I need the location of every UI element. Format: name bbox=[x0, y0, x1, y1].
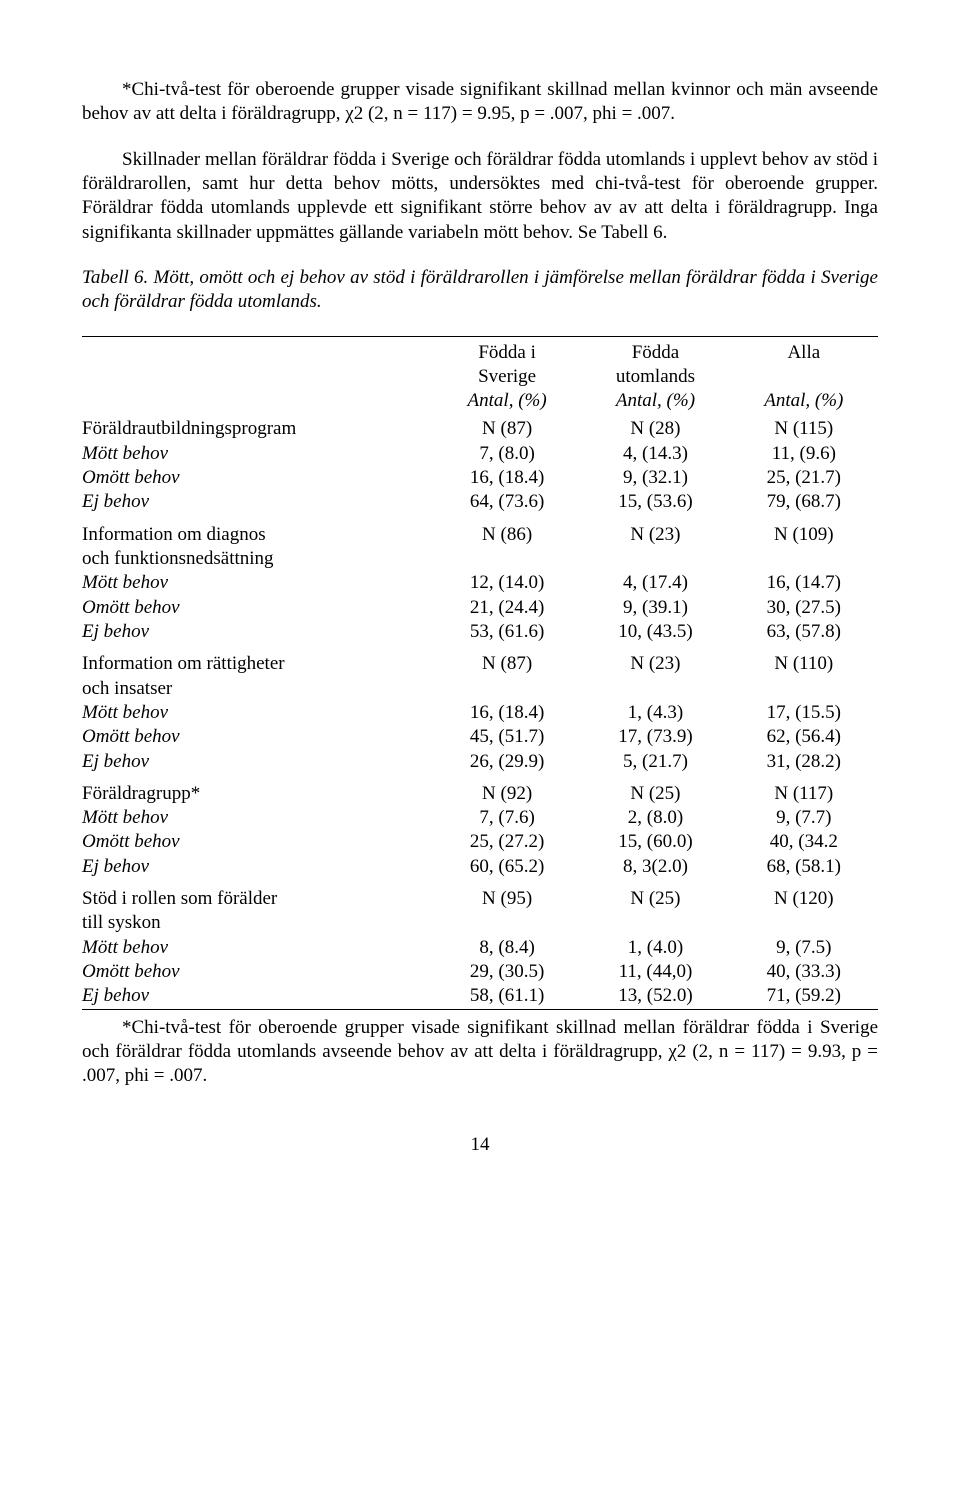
paragraph-skillnader: Skillnader mellan föräldrar födda i Sver… bbox=[82, 148, 878, 245]
cell: 12, (14.0) bbox=[433, 571, 581, 595]
row-label: Mött behov bbox=[82, 936, 433, 960]
section-n-1: N (86) bbox=[433, 515, 581, 572]
cell: 17, (15.5) bbox=[730, 701, 878, 725]
row-label: Ej behov bbox=[82, 855, 433, 879]
cell: 31, (28.2) bbox=[730, 750, 878, 774]
cell: 17, (73.9) bbox=[581, 725, 729, 749]
cell: 40, (33.3) bbox=[730, 960, 878, 984]
section-n-3: N (115) bbox=[730, 417, 878, 441]
col-header-utomlands: Föddautomlands bbox=[581, 336, 729, 389]
cell: 2, (8.0) bbox=[581, 806, 729, 830]
col-sub-2: Antal, (%) bbox=[581, 389, 729, 417]
row-label: Omött behov bbox=[82, 725, 433, 749]
section-n-1: N (87) bbox=[433, 644, 581, 701]
cell: 8, 3(2.0) bbox=[581, 855, 729, 879]
section-n-2: N (23) bbox=[581, 515, 729, 572]
cell: 79, (68.7) bbox=[730, 490, 878, 514]
section-n-3: N (110) bbox=[730, 644, 878, 701]
cell: 15, (60.0) bbox=[581, 830, 729, 854]
cell: 21, (24.4) bbox=[433, 596, 581, 620]
cell: 7, (7.6) bbox=[433, 806, 581, 830]
section-n-1: N (92) bbox=[433, 774, 581, 806]
section-n-2: N (23) bbox=[581, 644, 729, 701]
section-n-3: N (109) bbox=[730, 515, 878, 572]
cell: 58, (61.1) bbox=[433, 984, 581, 1009]
cell: 45, (51.7) bbox=[433, 725, 581, 749]
cell: 25, (21.7) bbox=[730, 466, 878, 490]
cell: 9, (32.1) bbox=[581, 466, 729, 490]
col-sub-1: Antal, (%) bbox=[433, 389, 581, 417]
cell: 29, (30.5) bbox=[433, 960, 581, 984]
cell: 1, (4.3) bbox=[581, 701, 729, 725]
section-n-3: N (117) bbox=[730, 774, 878, 806]
row-label: Omött behov bbox=[82, 830, 433, 854]
cell: 11, (44,0) bbox=[581, 960, 729, 984]
row-label: Ej behov bbox=[82, 490, 433, 514]
row-label: Mött behov bbox=[82, 701, 433, 725]
cell: 9, (39.1) bbox=[581, 596, 729, 620]
cell: 16, (18.4) bbox=[433, 701, 581, 725]
cell: 4, (14.3) bbox=[581, 442, 729, 466]
section-n-1: N (95) bbox=[433, 879, 581, 936]
cell: 64, (73.6) bbox=[433, 490, 581, 514]
section-n-2: N (25) bbox=[581, 774, 729, 806]
cell: 60, (65.2) bbox=[433, 855, 581, 879]
cell: 71, (59.2) bbox=[730, 984, 878, 1009]
cell: 13, (52.0) bbox=[581, 984, 729, 1009]
section-n-1: N (87) bbox=[433, 417, 581, 441]
table-caption: Tabell 6. Mött, omött och ej behov av st… bbox=[82, 266, 878, 315]
cell: 40, (34.2 bbox=[730, 830, 878, 854]
cell: 53, (61.6) bbox=[433, 620, 581, 644]
row-label: Omött behov bbox=[82, 466, 433, 490]
section-n-3: N (120) bbox=[730, 879, 878, 936]
cell: 62, (56.4) bbox=[730, 725, 878, 749]
col-sub-3: Antal, (%) bbox=[730, 389, 878, 417]
row-label: Mött behov bbox=[82, 571, 433, 595]
row-label: Omött behov bbox=[82, 960, 433, 984]
cell: 11, (9.6) bbox=[730, 442, 878, 466]
cell: 4, (17.4) bbox=[581, 571, 729, 595]
cell: 30, (27.5) bbox=[730, 596, 878, 620]
row-label: Ej behov bbox=[82, 984, 433, 1009]
table-footnote: *Chi-två-test för oberoende grupper visa… bbox=[82, 1016, 878, 1089]
cell: 15, (53.6) bbox=[581, 490, 729, 514]
section-title: Information om rättigheteroch insatser bbox=[82, 644, 433, 701]
cell: 8, (8.4) bbox=[433, 936, 581, 960]
cell: 16, (18.4) bbox=[433, 466, 581, 490]
col-header-sverige: Födda iSverige bbox=[433, 336, 581, 389]
cell: 9, (7.7) bbox=[730, 806, 878, 830]
cell: 63, (57.8) bbox=[730, 620, 878, 644]
table-6: Födda iSverigeFöddautomlandsAllaAntal, (… bbox=[82, 336, 878, 1010]
cell: 68, (58.1) bbox=[730, 855, 878, 879]
cell: 9, (7.5) bbox=[730, 936, 878, 960]
cell: 7, (8.0) bbox=[433, 442, 581, 466]
row-label: Ej behov bbox=[82, 750, 433, 774]
section-title: Stöd i rollen som föräldertill syskon bbox=[82, 879, 433, 936]
page-number: 14 bbox=[82, 1133, 878, 1157]
section-title: Föräldragrupp* bbox=[82, 774, 433, 806]
paragraph-chi-note: *Chi-två-test för oberoende grupper visa… bbox=[82, 78, 878, 127]
section-title: Information om diagnosoch funktionsnedsä… bbox=[82, 515, 433, 572]
section-n-2: N (25) bbox=[581, 879, 729, 936]
cell: 10, (43.5) bbox=[581, 620, 729, 644]
cell: 16, (14.7) bbox=[730, 571, 878, 595]
cell: 5, (21.7) bbox=[581, 750, 729, 774]
cell: 25, (27.2) bbox=[433, 830, 581, 854]
row-label: Mött behov bbox=[82, 806, 433, 830]
row-label: Omött behov bbox=[82, 596, 433, 620]
row-label: Ej behov bbox=[82, 620, 433, 644]
col-header-alla: Alla bbox=[730, 336, 878, 389]
row-label: Mött behov bbox=[82, 442, 433, 466]
section-title: Föräldrautbildningsprogram bbox=[82, 417, 433, 441]
cell: 1, (4.0) bbox=[581, 936, 729, 960]
section-n-2: N (28) bbox=[581, 417, 729, 441]
cell: 26, (29.9) bbox=[433, 750, 581, 774]
